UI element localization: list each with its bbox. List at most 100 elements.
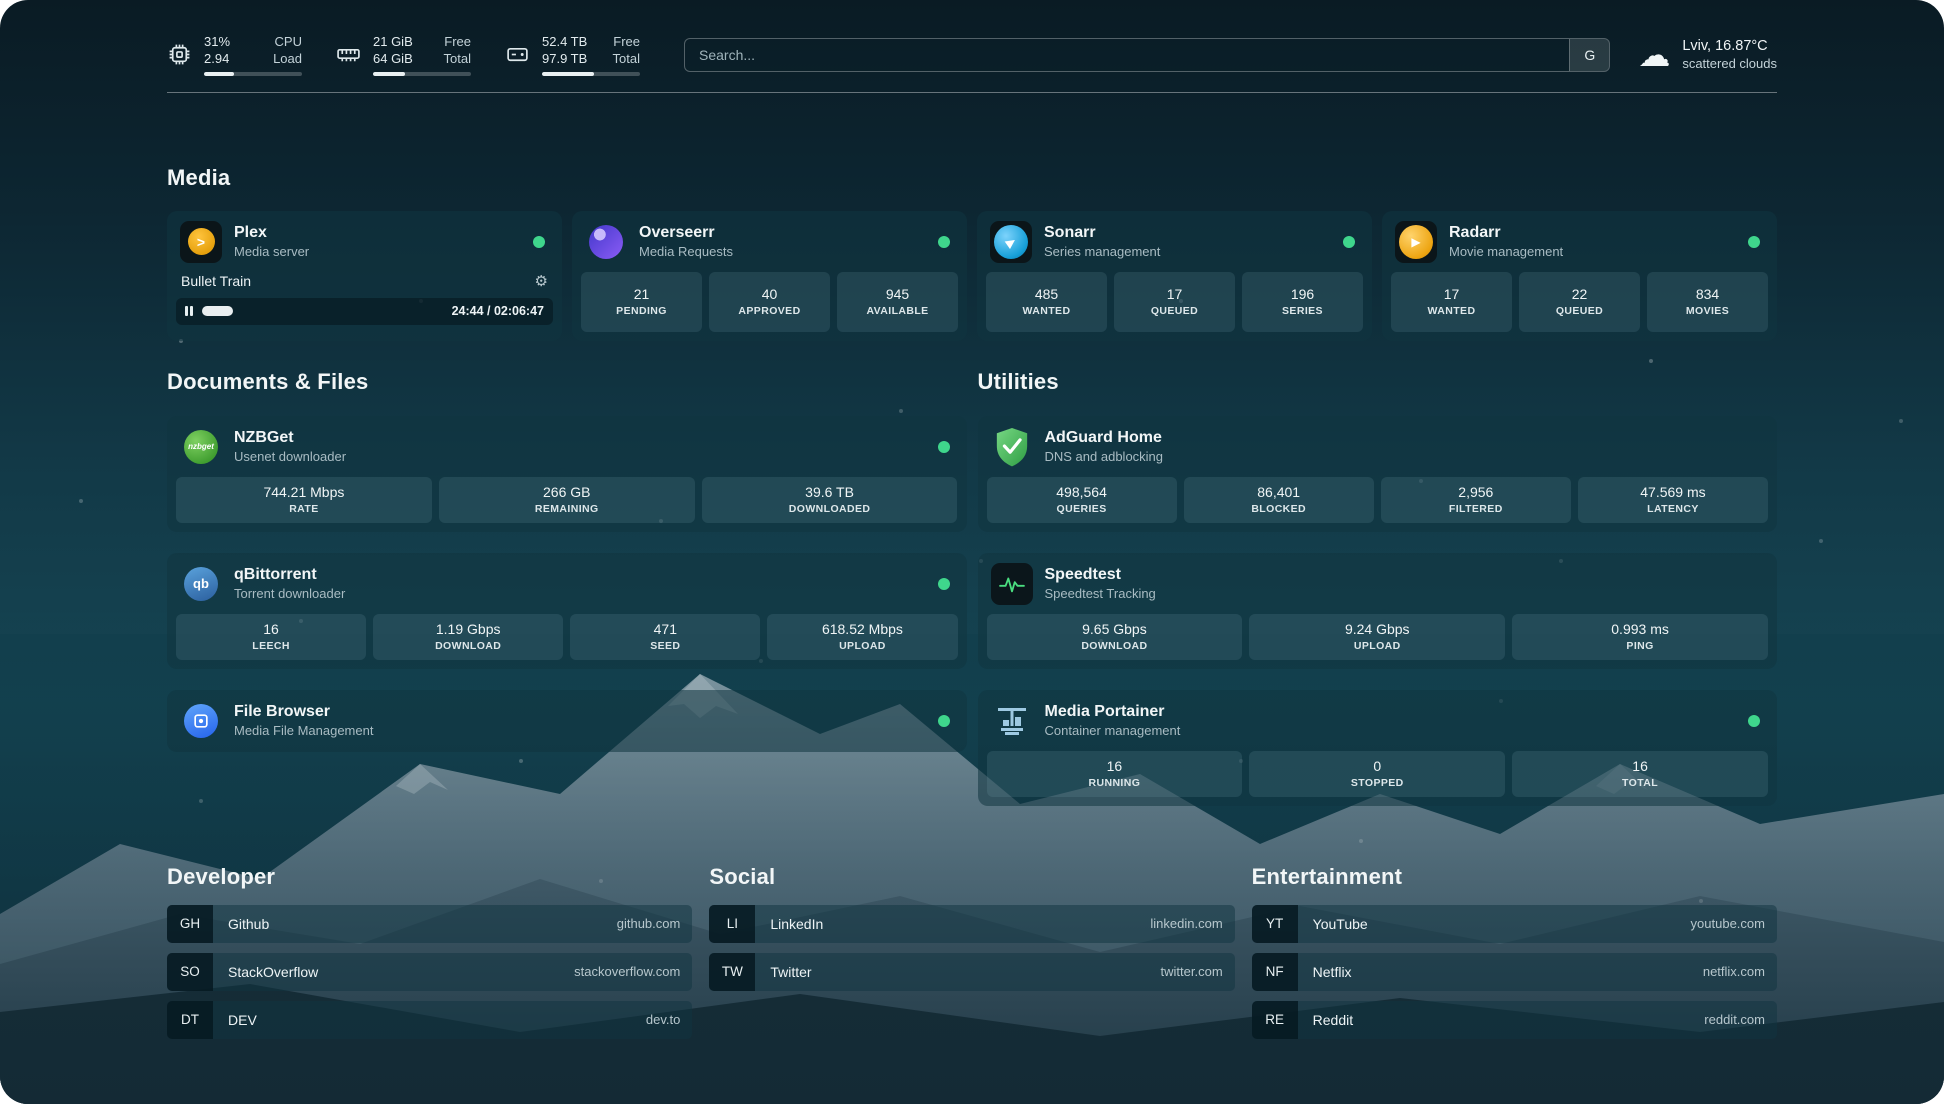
service-name: Media Portainer xyxy=(1044,703,1165,721)
stat-running: 16 RUNNING xyxy=(986,750,1243,797)
section-title-files: Documents & Files xyxy=(167,368,369,394)
section-title-developer: Developer xyxy=(167,863,276,889)
bookmark-name: LinkedIn xyxy=(770,915,824,932)
bookmark-reddit[interactable]: RE Reddit reddit.com xyxy=(1251,1000,1777,1039)
bookmark-abbr: LI xyxy=(709,904,756,943)
bookmark-stackoverflow[interactable]: SO StackOverflow stackoverflow.com xyxy=(167,952,693,991)
qbittorrent-icon: qb xyxy=(180,563,222,605)
service-card-radarr[interactable]: ▶ Radarr Movie management 17 WANTED 22 QUE… xyxy=(1382,210,1777,341)
overseerr-icon xyxy=(585,221,627,263)
search-provider-button[interactable]: G xyxy=(1569,38,1610,71)
status-dot xyxy=(937,714,950,727)
filebrowser-icon xyxy=(180,700,222,742)
service-name: Plex xyxy=(234,224,267,242)
bookmark-domain: youtube.com xyxy=(1690,916,1765,932)
cpu-progress-bar xyxy=(204,71,302,76)
stat-wanted: 17 WANTED xyxy=(1391,271,1512,332)
disk-icon xyxy=(505,42,530,67)
bookmark-name: DEV xyxy=(228,1011,257,1028)
stat-remaining: 266 GB REMAINING xyxy=(438,476,695,523)
bookmark-abbr: TW xyxy=(709,952,756,991)
bookmark-abbr: DT xyxy=(167,1000,213,1039)
cpu-load-value: 2.94 xyxy=(204,50,230,66)
bookmark-github[interactable]: GH Github github.com xyxy=(167,904,693,943)
memory-icon xyxy=(336,42,361,67)
section-title-entertainment: Entertainment xyxy=(1251,863,1403,889)
pause-icon[interactable] xyxy=(185,306,193,317)
status-dot xyxy=(1343,235,1355,248)
service-card-speedtest[interactable]: Speedtest Speedtest Tracking 9.65 Gbps DO… xyxy=(977,552,1777,669)
topbar-divider xyxy=(167,91,1777,93)
bookmark-domain: stackoverflow.com xyxy=(574,964,681,980)
playback-progress[interactable]: 24:44 / 02:06:47 xyxy=(176,297,553,325)
service-card-sonarr[interactable]: ▶ Sonarr Series management 485 WANTED 17 Q… xyxy=(977,210,1372,341)
cloud-icon: ☁ xyxy=(1638,36,1671,73)
cpu-icon xyxy=(167,42,192,67)
portainer-icon xyxy=(991,700,1033,742)
bookmark-youtube[interactable]: YT YouTube youtube.com xyxy=(1251,904,1777,943)
service-card-portainer[interactable]: Media Portainer Container management 16 R… xyxy=(977,689,1777,806)
sonarr-icon: ▶ xyxy=(990,220,1032,263)
stat-downloaded: 39.6 TB DOWNLOADED xyxy=(701,476,958,523)
service-name: Overseerr xyxy=(639,224,715,242)
disk-total-label: Total xyxy=(612,50,640,66)
progress-track[interactable] xyxy=(202,306,443,317)
service-card-overseerr[interactable]: Overseerr Media Requests 21 PENDING 40 APP… xyxy=(572,210,967,341)
bookmark-name: Github xyxy=(228,915,270,932)
service-description: Series management xyxy=(1044,244,1161,260)
bookmark-name: StackOverflow xyxy=(228,963,319,980)
cpu-usage-value: 31% xyxy=(204,34,231,49)
weather-widget[interactable]: ☁ Lviv, 16.87°C scattered clouds xyxy=(1638,38,1777,71)
system-widgets: 31% CPU 2.94 Load 21 GiB Free 64 Gi xyxy=(167,34,640,76)
service-name: File Browser xyxy=(234,703,331,721)
status-dot xyxy=(1748,714,1760,727)
service-card-adguard[interactable]: AdGuard Home DNS and adblocking 498,564 Q… xyxy=(977,415,1777,532)
memory-total-value: 64 GiB xyxy=(373,50,413,66)
cpu-widget: 31% CPU 2.94 Load xyxy=(167,34,302,76)
service-description: DNS and adblocking xyxy=(1044,449,1164,465)
bookmark-group-entertainment: Entertainment YT YouTube youtube.com NF … xyxy=(1251,863,1777,1039)
weather-condition: scattered clouds xyxy=(1682,56,1777,72)
memory-progress-bar xyxy=(373,71,471,76)
bookmark-group-developer: Developer GH Github github.com SO StackO… xyxy=(167,863,693,1039)
playback-time: 24:44 / 02:06:47 xyxy=(451,304,544,319)
status-dot xyxy=(938,235,950,248)
bookmark-domain: dev.to xyxy=(645,1012,681,1028)
now-playing-title: Bullet Train xyxy=(181,272,252,289)
stat-upload: 618.52 Mbps UPLOAD xyxy=(767,613,958,660)
bookmark-name: Reddit xyxy=(1312,1011,1354,1028)
service-name: Speedtest xyxy=(1044,566,1121,584)
service-card-qbittorrent[interactable]: qb qBittorrent Torrent downloader 16 LEEC… xyxy=(167,552,967,669)
stat-download: 1.19 Gbps DOWNLOAD xyxy=(373,613,564,660)
search-bar: G xyxy=(684,37,1611,72)
plex-icon: > xyxy=(180,220,222,263)
service-description: Usenet downloader xyxy=(234,449,347,465)
search-input[interactable] xyxy=(685,38,1570,71)
service-name: NZBGet xyxy=(234,429,294,447)
status-dot xyxy=(937,577,950,590)
bookmark-abbr: NF xyxy=(1251,952,1298,991)
nzbget-icon: nzbget xyxy=(180,426,222,468)
bookmark-linkedin[interactable]: LI LinkedIn linkedin.com xyxy=(709,904,1235,943)
bookmark-netflix[interactable]: NF Netflix netflix.com xyxy=(1251,952,1777,991)
bookmark-dev[interactable]: DT DEV dev.to xyxy=(167,1000,693,1039)
service-card-nzbget[interactable]: nzbget NZBGet Usenet downloader 744.21 M… xyxy=(167,415,967,532)
settings-gear-icon[interactable]: ⚙ xyxy=(534,272,548,290)
service-description: Movie management xyxy=(1449,244,1564,260)
stat-total: 16 TOTAL xyxy=(1512,750,1768,797)
bookmark-domain: reddit.com xyxy=(1704,1012,1765,1028)
service-card-filebrowser[interactable]: File Browser Media File Management xyxy=(167,689,967,752)
memory-widget: 21 GiB Free 64 GiB Total xyxy=(336,34,471,76)
status-dot xyxy=(533,235,545,248)
service-name: qBittorrent xyxy=(234,566,317,584)
stat-approved: 40 APPROVED xyxy=(709,271,830,332)
disk-widget: 52.4 TB Free 97.9 TB Total xyxy=(505,34,640,76)
stat-movies: 834 MOVIES xyxy=(1647,271,1768,332)
service-card-plex[interactable]: > Plex Media server Bullet Train ⚙ xyxy=(167,210,562,341)
section-title-utilities: Utilities xyxy=(977,368,1059,394)
stat-latency: 47.569 ms LATENCY xyxy=(1577,476,1768,523)
bookmark-twitter[interactable]: TW Twitter twitter.com xyxy=(709,952,1235,991)
bookmark-name: Netflix xyxy=(1312,963,1352,980)
disk-total-value: 97.9 TB xyxy=(542,50,588,66)
stat-stopped: 0 STOPPED xyxy=(1249,750,1506,797)
